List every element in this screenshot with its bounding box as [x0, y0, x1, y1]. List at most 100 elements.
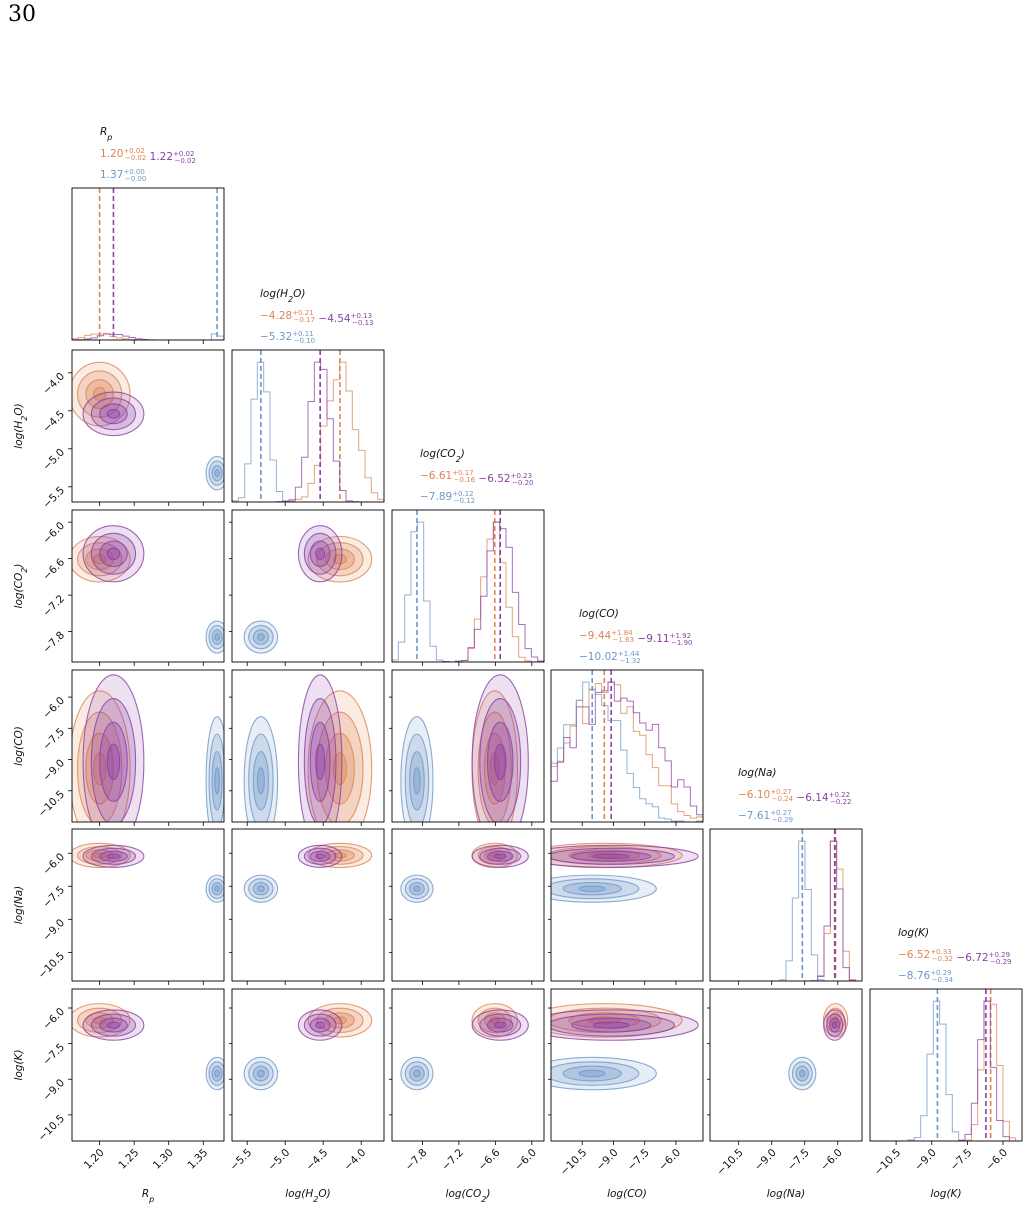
x-tick-label: 1.30	[151, 1147, 176, 1172]
y-tick-label: −7.2	[41, 593, 68, 620]
title-Na: log(Na) −6.10+0.27 −0.24 −6.14+0.22 −0.22 −7…	[738, 767, 852, 824]
y-tick-label: −10.5	[36, 1113, 67, 1144]
contour-blue	[404, 1061, 430, 1086]
contour-blue	[409, 881, 425, 896]
contour-purple	[82, 674, 145, 822]
panel-H2O-Rp: −5.5 −5.0 −4.5 −4.0 log(H2O)	[13, 349, 225, 511]
title-estimates-line: −8.76+0.29 −0.34	[898, 969, 954, 984]
x-tick-label: −6.0	[512, 1147, 539, 1174]
contour-purple	[90, 532, 137, 575]
panel-CO-CO	[550, 669, 704, 826]
contour-purple	[309, 1017, 331, 1033]
y-tick-label: −7.5	[41, 726, 68, 753]
contour-purple	[831, 1021, 838, 1029]
histogram-orange	[392, 521, 544, 662]
panel-Na-Na	[709, 828, 863, 985]
title-estimates-line: −6.61+0.17 −0.16 −6.52+0.23 −0.20	[420, 469, 534, 487]
contour-purple	[99, 850, 128, 862]
x-tick-label: −7.2	[439, 1147, 466, 1174]
x-axis-label: log(CO)	[607, 1188, 647, 1200]
contour-purple	[479, 1013, 522, 1037]
contour-orange	[324, 1012, 355, 1029]
contour-blue	[413, 885, 421, 893]
contour-orange	[316, 846, 364, 865]
contour-blue	[211, 1065, 223, 1082]
histogram-purple	[710, 840, 862, 981]
title-estimates-line: −10.02+1.44 −1.32	[579, 650, 641, 665]
contour-orange	[332, 852, 347, 859]
contour-blue	[578, 1069, 606, 1078]
panel-frame	[869, 988, 1023, 1142]
y-tick-label: −7.8	[41, 629, 68, 656]
contour-purple	[315, 743, 326, 781]
y-tick-label: −4.5	[41, 408, 68, 435]
title-estimates-line: −6.10+0.27 −0.24 −6.14+0.22 −0.22	[738, 788, 852, 806]
x-axis-label: log(K)	[930, 1188, 961, 1200]
contour-purple	[479, 697, 522, 822]
y-tick-label: −9.0	[41, 757, 68, 784]
panel-Na-H2O	[229, 828, 385, 985]
contour-blue	[214, 633, 220, 641]
y-tick-label: −5.0	[41, 446, 68, 473]
contour-purple	[99, 540, 128, 568]
title-parameter: log(CO2)	[420, 448, 465, 464]
panel-frame	[391, 509, 545, 663]
panel-frame	[71, 187, 225, 341]
contour-purple	[90, 847, 137, 865]
x-tick-label: 1.20	[82, 1147, 107, 1172]
y-tick-label: −6.0	[41, 695, 68, 722]
panel-CO2-CO2	[391, 509, 545, 666]
histogram-purple	[392, 521, 544, 662]
contour-orange	[85, 1012, 115, 1029]
contour-purple	[315, 547, 326, 561]
contour-purple	[493, 853, 507, 860]
x-tick-label: −7.5	[948, 1147, 975, 1174]
contour-blue	[211, 881, 223, 896]
panel-K-Rp: −10.5 −9.0 −7.5 −6.0 log(K) 1.20 1.25 1.30 1.35 R…	[13, 988, 225, 1204]
x-axis-label: log(H2O)	[285, 1188, 330, 1204]
panel-frame	[231, 509, 385, 663]
title-parameter: log(K)	[898, 927, 929, 939]
contour-blue	[551, 874, 657, 903]
panel-frame	[550, 988, 704, 1142]
contour-purple	[309, 540, 331, 568]
panel-CO-H2O	[229, 669, 385, 826]
y-axis-label: log(H2O)	[13, 403, 29, 448]
panel-K-Na: −10.5 −9.0 −7.5 −6.0 log(Na)	[707, 988, 863, 1200]
contour-blue	[562, 881, 622, 896]
contour-purple	[99, 721, 128, 802]
contour-orange	[483, 1012, 506, 1029]
contour-purple	[551, 844, 699, 868]
panel-CO2-Rp: −7.8 −7.2 −6.6 −6.0 log(CO2)	[13, 509, 225, 666]
x-axis-label: log(Na)	[767, 1188, 806, 1200]
contour-orange	[324, 732, 355, 805]
panel-H2O-H2O	[231, 349, 385, 506]
x-tick-label: −6.0	[818, 1147, 845, 1174]
y-axis-label: log(K)	[13, 1049, 25, 1080]
y-tick-label: −7.5	[41, 884, 68, 911]
histogram-blue	[551, 681, 703, 822]
contour-purple	[303, 697, 337, 822]
contour-blue	[400, 716, 434, 822]
title-estimates-line: −7.89+0.12 −0.12	[420, 490, 475, 505]
histogram-blue	[232, 361, 384, 502]
panel-frame	[71, 988, 225, 1142]
panel-frame	[550, 669, 704, 823]
panel-frame	[231, 828, 385, 982]
contour-purple	[106, 547, 121, 561]
x-tick-label: −5.0	[266, 1147, 293, 1174]
histogram-purple	[72, 333, 224, 340]
y-axis-label: log(CO2)	[13, 564, 29, 609]
panel-K-CO: −10.5 −9.0 −7.5 −6.0 log(CO)	[548, 988, 704, 1200]
y-tick-label: −10.5	[36, 950, 67, 981]
panel-CO-CO2	[389, 669, 545, 826]
contour-purple	[592, 853, 630, 860]
contour-blue	[413, 767, 421, 795]
contour-blue	[248, 1061, 274, 1086]
contour-blue	[562, 1065, 622, 1082]
contour-blue	[211, 751, 223, 811]
y-tick-label: −6.6	[41, 556, 68, 583]
contour-purple	[471, 674, 529, 822]
panel-frame	[391, 828, 545, 982]
